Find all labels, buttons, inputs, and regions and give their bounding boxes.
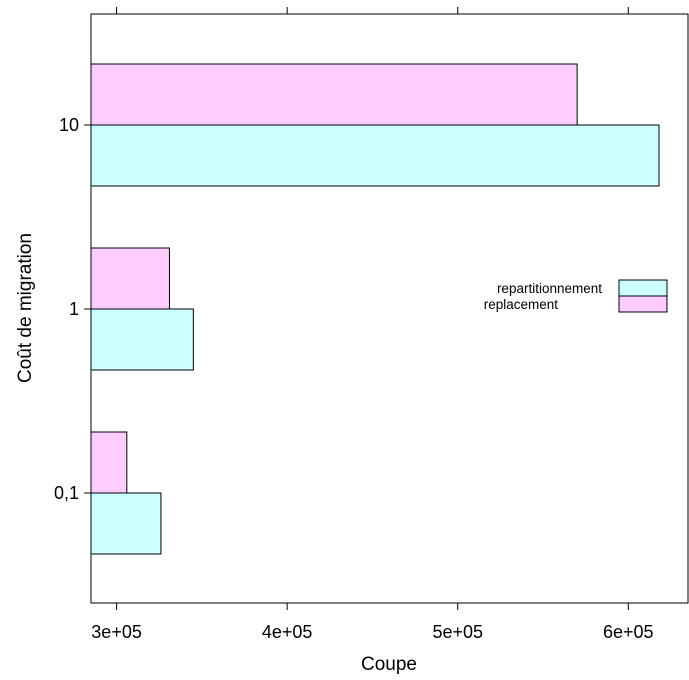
legend-label-repartitionnement: repartitionnement: [497, 281, 602, 296]
legend-swatch-replacement: [618, 295, 668, 313]
legend-swatch-repartitionnement: [618, 279, 668, 297]
bar-repartitionnement-0-1: [90, 492, 162, 555]
x-tick-label: 4e+05: [262, 622, 313, 642]
x-tick-label: 3e+05: [91, 622, 142, 642]
bars-layer: [90, 63, 660, 555]
bar-replacement-1: [90, 247, 170, 310]
y-axis: 0,1 1 10: [54, 115, 91, 503]
x-axis-title: Coupe: [361, 654, 417, 675]
y-tick-label: 0,1: [54, 483, 79, 503]
legend: repartitionnement replacement: [484, 279, 668, 313]
y-tick-label: 1: [69, 299, 79, 319]
bar-replacement-0-1: [90, 431, 128, 494]
bar-replacement-10: [90, 63, 578, 126]
bar-repartitionnement-1: [90, 308, 194, 371]
y-axis-title: Coût de migration: [15, 233, 36, 383]
x-tick-label: 5e+05: [432, 622, 483, 642]
bar-repartitionnement-10: [90, 124, 660, 187]
legend-label-replacement: replacement: [484, 297, 559, 312]
x-tick-label: 6e+05: [603, 622, 654, 642]
x-axis: 3e+05 4e+05 5e+05 6e+05: [91, 7, 654, 642]
y-tick-label: 10: [59, 115, 79, 135]
